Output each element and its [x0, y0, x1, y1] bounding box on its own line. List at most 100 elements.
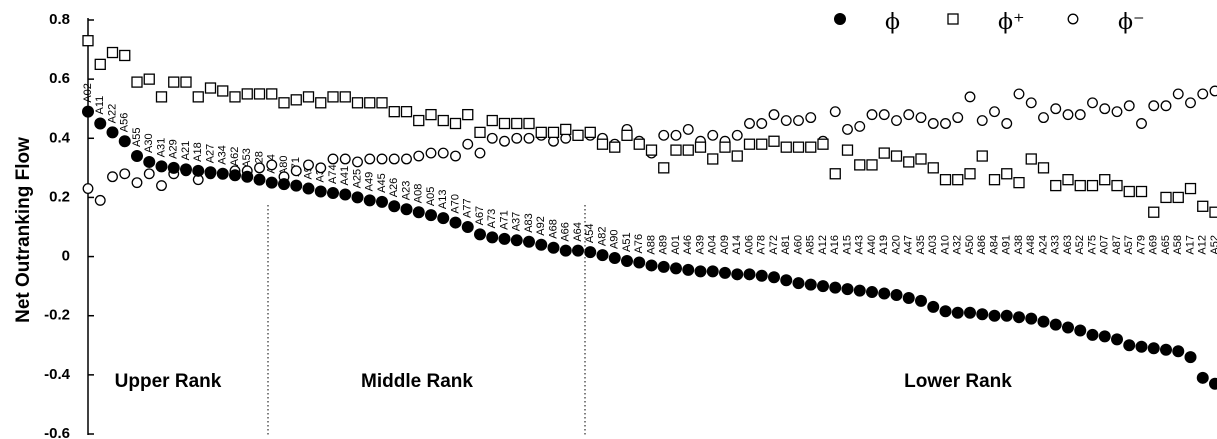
point	[1111, 333, 1123, 346]
x-tick-label: A66	[560, 222, 572, 242]
point	[486, 114, 498, 127]
point	[780, 274, 793, 287]
point	[940, 118, 951, 129]
point	[302, 182, 315, 195]
x-tick-label: A56	[119, 113, 131, 133]
point	[253, 88, 266, 100]
point	[241, 88, 253, 100]
x-tick-label: A51	[621, 232, 633, 252]
x-tick-label: A21	[180, 141, 192, 161]
point	[559, 244, 572, 257]
x-tick-label: A74	[327, 164, 339, 184]
point	[486, 231, 499, 244]
point	[657, 260, 670, 273]
point	[866, 286, 878, 299]
point	[891, 115, 902, 126]
x-tick-label: A13	[437, 190, 449, 210]
y-tick-label: -0.2	[44, 307, 70, 324]
point	[119, 49, 131, 62]
point	[793, 115, 804, 126]
point	[1025, 97, 1037, 109]
point	[498, 232, 511, 245]
point	[1025, 312, 1038, 325]
point	[229, 91, 241, 103]
point	[94, 117, 107, 130]
x-tick-label: A54	[584, 224, 596, 244]
x-tick-label: A40	[866, 235, 878, 255]
point	[253, 173, 266, 186]
x-tick-label: A91	[1001, 235, 1013, 255]
point	[1037, 315, 1050, 328]
point	[106, 126, 119, 139]
point	[768, 271, 780, 284]
point	[511, 117, 523, 130]
point	[1074, 179, 1086, 192]
point	[805, 141, 817, 153]
x-tick-label: A09	[719, 235, 731, 255]
x-tick-label: A89	[658, 235, 670, 255]
x-tick-label: A39	[694, 235, 706, 255]
point	[327, 153, 339, 165]
point	[866, 159, 878, 171]
point	[1001, 118, 1013, 129]
point	[1050, 103, 1062, 115]
point	[94, 58, 106, 71]
point	[841, 283, 854, 296]
point	[535, 126, 547, 139]
point	[964, 91, 976, 103]
x-tick-label: A45	[376, 173, 388, 193]
point	[1136, 118, 1147, 129]
point	[216, 167, 229, 180]
point	[1185, 97, 1196, 109]
point	[131, 177, 143, 189]
point	[352, 156, 363, 168]
point	[719, 266, 731, 279]
point	[388, 153, 400, 165]
point	[804, 278, 817, 291]
point	[290, 94, 302, 106]
point	[143, 73, 155, 85]
annotation: Middle Rank	[361, 371, 473, 392]
point	[694, 141, 707, 153]
y-tick-label: -0.4	[44, 366, 71, 383]
point	[462, 138, 474, 150]
point	[645, 259, 658, 272]
point	[988, 174, 1001, 186]
legend-label: ϕ⁻	[1118, 10, 1145, 35]
point	[854, 121, 866, 132]
point	[743, 268, 756, 281]
point	[1013, 311, 1025, 324]
point	[180, 76, 192, 88]
point	[878, 287, 891, 300]
point	[572, 244, 584, 257]
point	[290, 165, 302, 177]
point	[939, 174, 952, 186]
point	[94, 194, 106, 206]
point	[731, 150, 743, 162]
point	[413, 114, 425, 127]
y-tick-label: 0.2	[49, 188, 70, 205]
x-tick-label: A19	[878, 235, 890, 255]
point	[401, 153, 412, 165]
point	[339, 188, 352, 201]
point	[951, 306, 964, 319]
point	[1160, 191, 1172, 204]
x-tick-label: A14	[731, 235, 743, 255]
x-tick-label: A16	[829, 235, 841, 255]
point	[1197, 200, 1209, 212]
point	[1148, 100, 1160, 112]
point	[1087, 97, 1098, 109]
x-tick-label: A52	[1209, 235, 1217, 255]
x-tick-label: A72	[768, 235, 780, 255]
point	[278, 178, 290, 191]
point	[768, 109, 780, 121]
x-tick-label: A49	[364, 172, 376, 192]
point	[952, 174, 964, 186]
x-tick-label: A24	[1037, 235, 1049, 255]
point	[278, 97, 290, 109]
point	[902, 291, 915, 304]
point	[376, 195, 388, 208]
point	[167, 161, 180, 174]
legend-label: ϕ⁺	[998, 10, 1025, 35]
point	[915, 112, 927, 124]
